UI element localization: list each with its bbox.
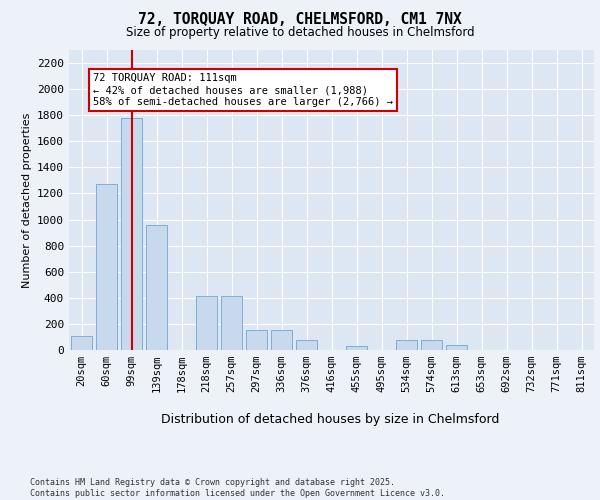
Text: Contains HM Land Registry data © Crown copyright and database right 2025.
Contai: Contains HM Land Registry data © Crown c… [30,478,445,498]
Text: Size of property relative to detached houses in Chelmsford: Size of property relative to detached ho… [125,26,475,39]
Bar [271,330,292,350]
Y-axis label: Number of detached properties: Number of detached properties [22,112,32,288]
Bar [396,340,417,350]
Bar [446,346,467,350]
Bar [121,118,142,350]
Bar [346,346,367,350]
Bar [196,296,217,350]
Bar [146,225,167,350]
Bar [96,184,117,350]
Text: 72 TORQUAY ROAD: 111sqm
← 42% of detached houses are smaller (1,988)
58% of semi: 72 TORQUAY ROAD: 111sqm ← 42% of detache… [93,74,393,106]
Bar [296,340,317,350]
Bar [421,340,442,350]
Text: Distribution of detached houses by size in Chelmsford: Distribution of detached houses by size … [161,412,499,426]
Bar [221,296,242,350]
Bar [71,336,92,350]
Text: 72, TORQUAY ROAD, CHELMSFORD, CM1 7NX: 72, TORQUAY ROAD, CHELMSFORD, CM1 7NX [138,12,462,28]
Bar [246,330,267,350]
